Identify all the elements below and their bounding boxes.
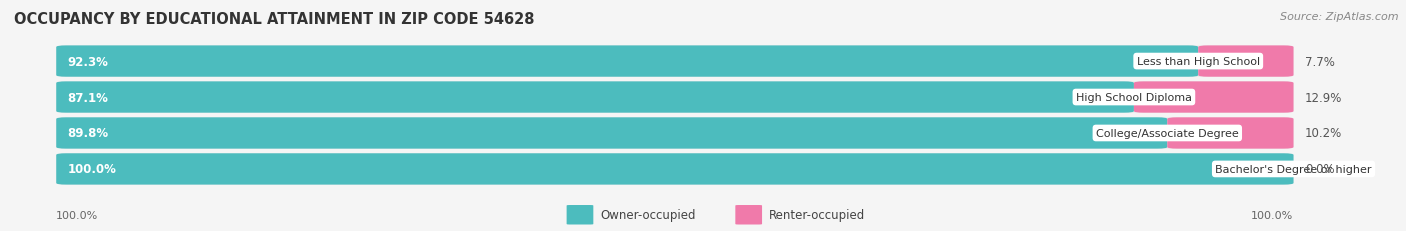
Text: High School Diploma: High School Diploma [1076,93,1192,103]
Text: College/Associate Degree: College/Associate Degree [1095,128,1239,138]
Text: 100.0%: 100.0% [67,163,117,176]
Text: Bachelor's Degree or higher: Bachelor's Degree or higher [1215,164,1372,174]
FancyBboxPatch shape [56,82,1294,113]
Text: 10.2%: 10.2% [1305,127,1341,140]
FancyBboxPatch shape [1198,46,1294,77]
FancyBboxPatch shape [56,82,1133,113]
FancyBboxPatch shape [1133,82,1294,113]
Text: 7.7%: 7.7% [1305,55,1334,68]
Text: Less than High School: Less than High School [1136,57,1260,67]
FancyBboxPatch shape [56,46,1198,77]
Text: Owner-occupied: Owner-occupied [600,208,696,221]
FancyBboxPatch shape [1167,118,1294,149]
Text: 100.0%: 100.0% [1251,210,1294,220]
Text: 87.1%: 87.1% [67,91,108,104]
Text: 0.0%: 0.0% [1305,163,1334,176]
Text: 89.8%: 89.8% [67,127,108,140]
FancyBboxPatch shape [56,154,1294,185]
FancyBboxPatch shape [735,205,762,225]
FancyBboxPatch shape [567,205,593,225]
Text: OCCUPANCY BY EDUCATIONAL ATTAINMENT IN ZIP CODE 54628: OCCUPANCY BY EDUCATIONAL ATTAINMENT IN Z… [14,12,534,27]
FancyBboxPatch shape [56,154,1294,185]
FancyBboxPatch shape [56,118,1294,149]
Text: 12.9%: 12.9% [1305,91,1343,104]
Text: 100.0%: 100.0% [56,210,98,220]
FancyBboxPatch shape [56,46,1294,77]
Text: 92.3%: 92.3% [67,55,108,68]
FancyBboxPatch shape [56,118,1167,149]
Text: Renter-occupied: Renter-occupied [769,208,865,221]
Text: Source: ZipAtlas.com: Source: ZipAtlas.com [1281,12,1399,21]
